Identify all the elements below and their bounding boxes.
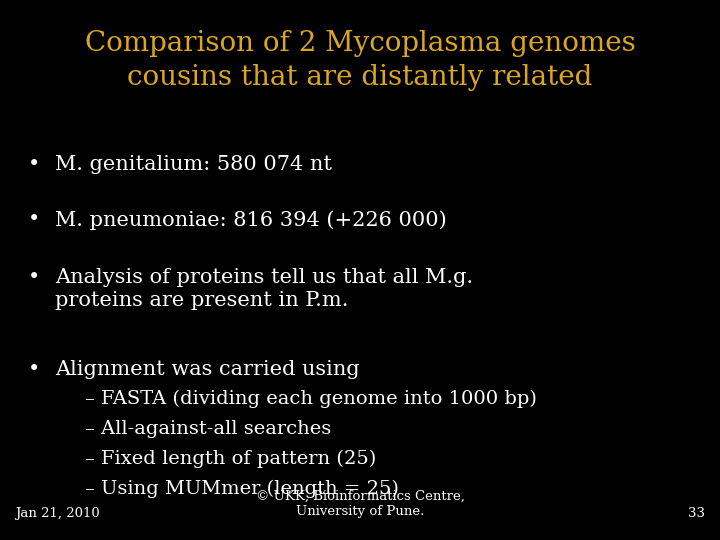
Text: Alignment was carried using: Alignment was carried using <box>55 360 359 379</box>
Text: M. pneumoniae: 816 394 (+226 000): M. pneumoniae: 816 394 (+226 000) <box>55 210 446 230</box>
Text: •: • <box>28 360 40 379</box>
Text: Analysis of proteins tell us that all M.g.
proteins are present in P.m.: Analysis of proteins tell us that all M.… <box>55 268 473 310</box>
Text: •: • <box>28 268 40 287</box>
Text: •: • <box>28 210 40 229</box>
Text: •: • <box>28 155 40 174</box>
Text: M. genitalium: 580 074 nt: M. genitalium: 580 074 nt <box>55 155 332 174</box>
Text: – Using MUMmer (length = 25): – Using MUMmer (length = 25) <box>85 480 399 498</box>
Text: 33: 33 <box>688 507 705 520</box>
Text: © UKK, Bioinformatics Centre,
University of Pune.: © UKK, Bioinformatics Centre, University… <box>256 489 464 518</box>
Text: Jan 21, 2010: Jan 21, 2010 <box>15 507 100 520</box>
Text: – All-against-all searches: – All-against-all searches <box>85 420 331 438</box>
Text: Comparison of 2 Mycoplasma genomes
cousins that are distantly related: Comparison of 2 Mycoplasma genomes cousi… <box>85 30 635 91</box>
Text: – Fixed length of pattern (25): – Fixed length of pattern (25) <box>85 450 377 468</box>
Text: – FASTA (dividing each genome into 1000 bp): – FASTA (dividing each genome into 1000 … <box>85 390 537 408</box>
